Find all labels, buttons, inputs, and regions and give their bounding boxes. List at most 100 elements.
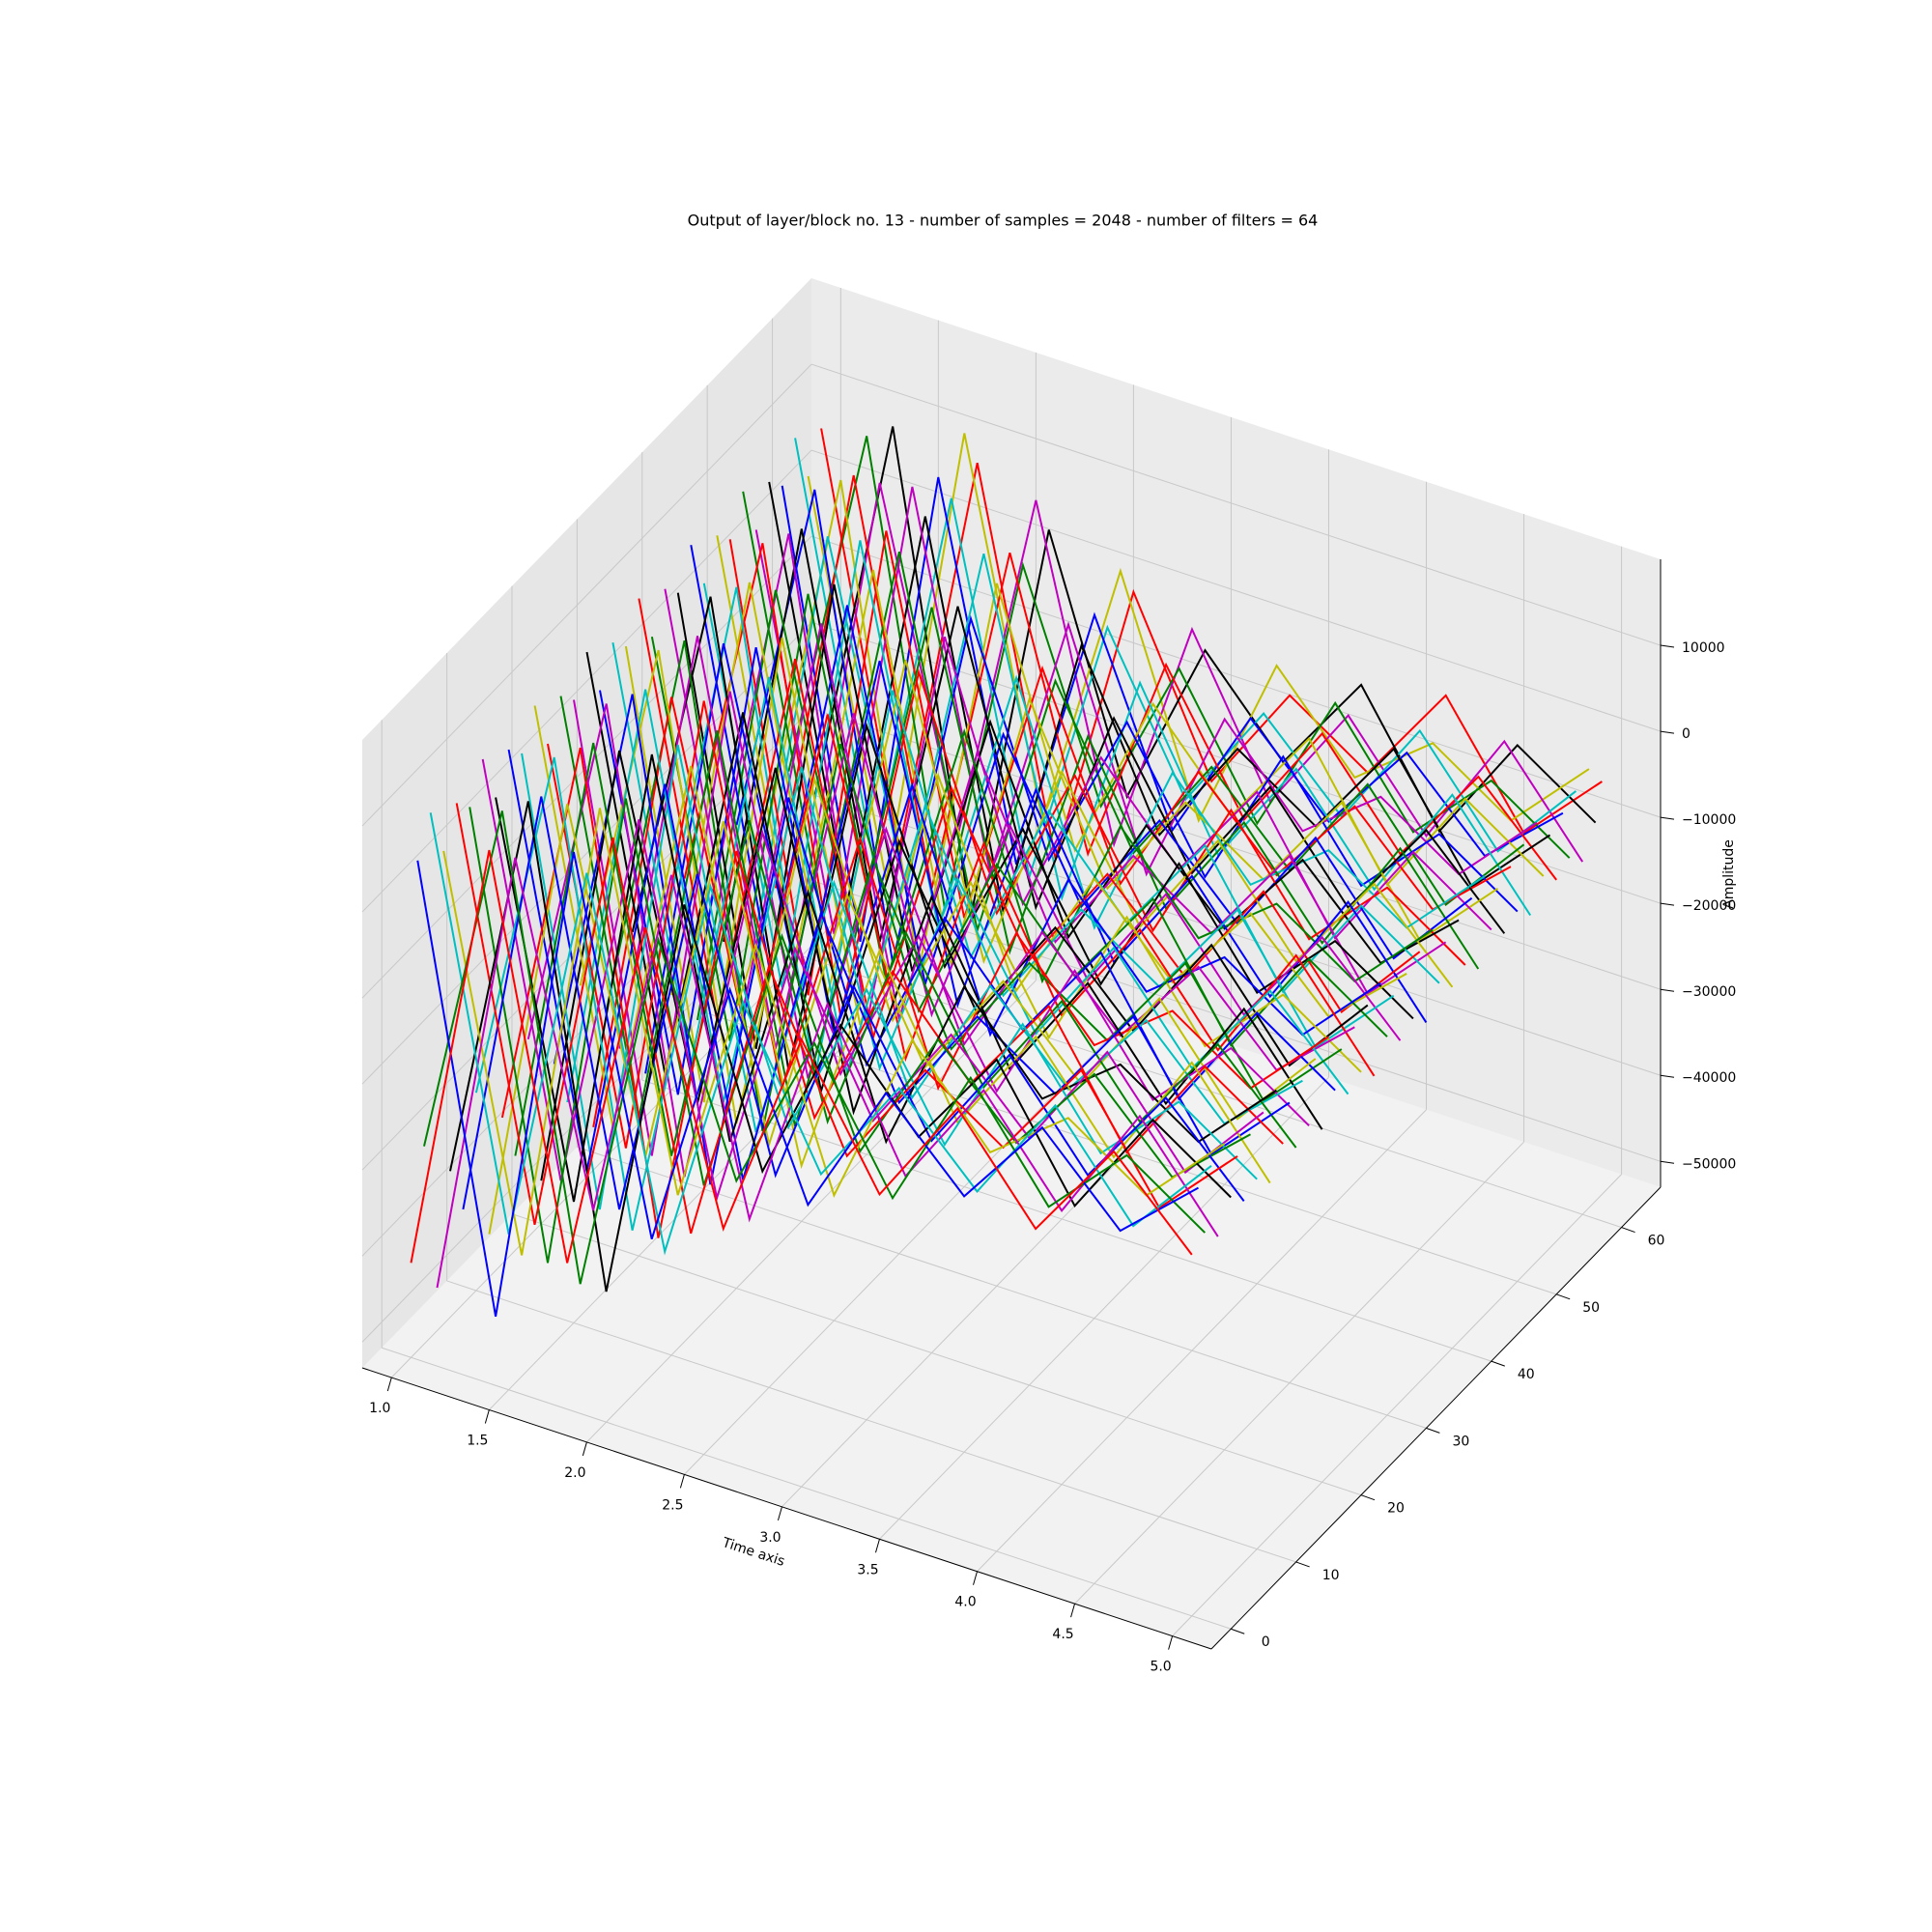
series-line	[723, 528, 1506, 943]
x-tick-label: 2.0	[564, 1465, 585, 1481]
series-line	[481, 758, 1264, 1203]
grid-line	[977, 1109, 1427, 1573]
chart-title: Output of layer/block no. 13 - number of…	[688, 212, 1319, 230]
axis-line	[361, 1367, 1212, 1650]
series-line	[728, 530, 1512, 996]
series-line	[507, 749, 1291, 1180]
x-tick-label: 3.0	[759, 1530, 781, 1546]
series-line	[429, 812, 1212, 1256]
series-line	[716, 535, 1499, 966]
tick-mark	[679, 1474, 685, 1489]
z-tick-label: 0	[1682, 726, 1690, 742]
y-tick-label: 60	[1648, 1234, 1665, 1249]
series-line	[416, 851, 1199, 1317]
grid-line	[810, 707, 1662, 990]
tick-mark	[1360, 1494, 1376, 1501]
grid-line	[1172, 1174, 1622, 1636]
x-tick-label: 4.0	[954, 1595, 976, 1610]
grid-line	[361, 879, 812, 1343]
x-tick-label: 1.5	[467, 1433, 488, 1448]
series-line	[436, 857, 1219, 1289]
series-line	[768, 481, 1551, 913]
series-line	[781, 476, 1564, 942]
z-tick-label: 10000	[1682, 640, 1725, 656]
series-line	[573, 691, 1355, 1156]
tick-mark	[1070, 1604, 1076, 1618]
grid-line	[446, 1280, 1296, 1563]
series-line	[585, 651, 1369, 1095]
grid-line	[361, 535, 812, 999]
x-tick-label: 4.5	[1052, 1627, 1073, 1642]
series-line	[521, 744, 1303, 1210]
x-tick-label: 3.5	[857, 1562, 878, 1577]
tick-mark	[484, 1409, 490, 1424]
series-line	[611, 642, 1395, 1073]
y-tick-label: 40	[1518, 1367, 1535, 1382]
tick-mark	[386, 1377, 392, 1392]
tick-mark	[582, 1441, 587, 1457]
axis-line	[1210, 1186, 1662, 1650]
series-line	[690, 545, 1473, 988]
y-tick-label: 0	[1262, 1634, 1270, 1650]
series-line	[742, 491, 1525, 934]
series-line	[670, 582, 1454, 996]
tick-mark	[1660, 730, 1675, 734]
tick-mark	[875, 1539, 880, 1553]
series-line	[794, 438, 1577, 881]
series-line	[774, 474, 1557, 889]
grid-line	[586, 980, 1037, 1443]
series-line	[533, 705, 1317, 1149]
z-tick-label: −10000	[1682, 812, 1736, 828]
x-tick-label: 5.0	[1150, 1660, 1171, 1675]
grid-line	[382, 1347, 1232, 1630]
tick-mark	[777, 1506, 782, 1520]
tick-mark	[1660, 644, 1675, 648]
tick-mark	[1660, 988, 1675, 992]
z-axis-label: Amplitude	[1721, 839, 1737, 909]
tick-mark	[973, 1571, 978, 1585]
series-line	[469, 798, 1251, 1264]
y-tick-label: 20	[1387, 1501, 1405, 1517]
x-tick-label: 1.0	[369, 1401, 390, 1416]
series-line	[462, 796, 1245, 1210]
tick-mark	[1660, 1160, 1675, 1164]
series-line	[566, 689, 1350, 1103]
tick-mark	[1426, 1427, 1440, 1434]
grid-line	[361, 363, 812, 827]
series-line	[442, 808, 1226, 1256]
series-line	[559, 696, 1343, 1127]
grid-line	[511, 1213, 1362, 1496]
tick-mark	[1231, 1628, 1245, 1634]
z-tick-label: −50000	[1682, 1156, 1736, 1172]
series-line	[410, 849, 1193, 1264]
grid-line	[879, 1076, 1329, 1540]
z-tick-label: −40000	[1682, 1070, 1736, 1086]
y-tick-label: 10	[1322, 1568, 1340, 1583]
series-line	[455, 803, 1238, 1235]
series-line	[624, 638, 1407, 1103]
tick-mark	[1660, 902, 1675, 906]
series-line	[664, 588, 1447, 1020]
tick-mark	[1168, 1635, 1174, 1650]
y-tick-label: 50	[1582, 1300, 1600, 1316]
tick-mark	[1621, 1227, 1635, 1234]
series-line	[618, 636, 1402, 1049]
tick-mark	[1295, 1561, 1310, 1568]
grid-line	[361, 449, 812, 913]
series-line	[638, 598, 1421, 1041]
pane-left	[362, 278, 811, 1368]
tick-mark	[1491, 1360, 1505, 1367]
tick-mark	[1660, 1074, 1675, 1078]
z-tick-label: −30000	[1682, 984, 1736, 1000]
z-tick-label: −20000	[1682, 898, 1736, 914]
y-tick-label: 30	[1452, 1434, 1469, 1449]
series-line	[820, 428, 1603, 860]
tick-mark	[1660, 816, 1675, 820]
grid-line	[1074, 1141, 1524, 1605]
x-tick-label: 2.5	[662, 1497, 683, 1513]
tick-mark	[1556, 1293, 1571, 1300]
series-line	[676, 583, 1460, 1049]
series-line	[514, 742, 1297, 1156]
